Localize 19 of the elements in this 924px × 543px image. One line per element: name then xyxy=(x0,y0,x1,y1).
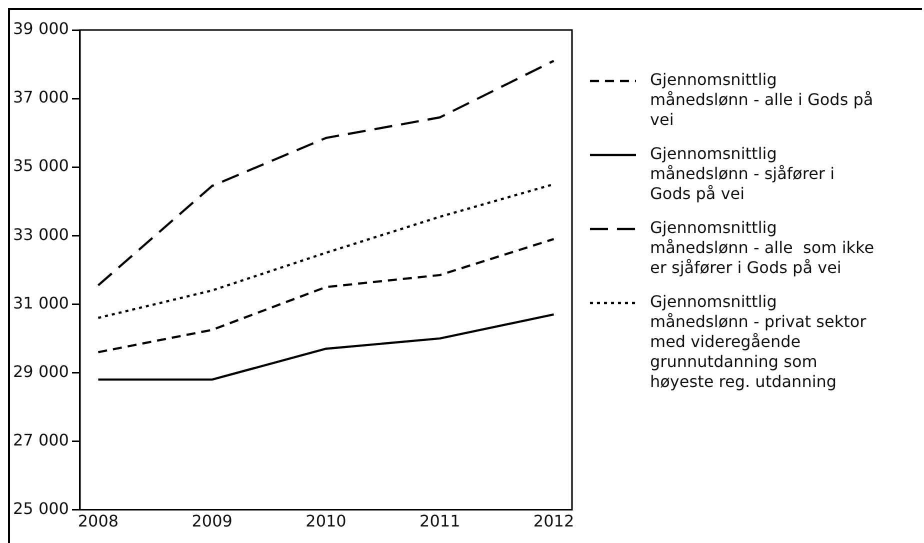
line-series xyxy=(97,238,555,354)
x-tick-label: 2009 xyxy=(192,512,232,531)
x-tick-label: 2010 xyxy=(306,512,346,531)
y-tick-label: 29 000 xyxy=(13,362,69,381)
legend-label: Gjennomsnittlig månedslønn - privat sektor med videregående grunnutdanning som høyeste reg. utdanning xyxy=(650,292,868,392)
y-tick-label: 35 000 xyxy=(13,156,69,176)
line-series xyxy=(97,60,555,286)
legend-label: Gjennomsnittlig månedslønn - alle som ikke er sjåfører i Gods på vei xyxy=(650,218,876,278)
x-tick-label: 2011 xyxy=(420,512,460,531)
y-tick-label: 39 000 xyxy=(13,19,69,38)
legend-label: Gjennomsnittlig månedslønn - alle i Gods på vei xyxy=(650,70,874,130)
x-tick-label: 2012 xyxy=(533,512,574,531)
y-tick-label: 25 000 xyxy=(13,498,69,518)
y-tick-label: 33 000 xyxy=(13,224,69,244)
legend-label: Gjennomsnittlig månedslønn - sjåfører i Gods på vei xyxy=(650,144,836,204)
y-tick-label: 31 000 xyxy=(13,293,69,312)
x-tick-label: 2008 xyxy=(78,512,119,531)
y-tick-label: 37 000 xyxy=(13,88,69,107)
y-tick-label: 27 000 xyxy=(13,430,69,450)
